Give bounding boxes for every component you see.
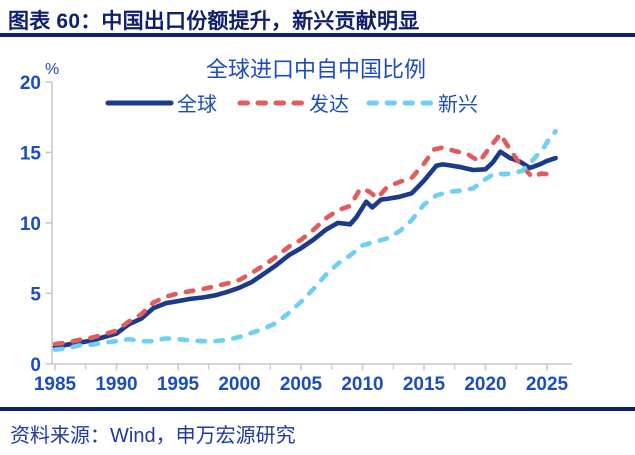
x-tick-label: 2025 xyxy=(526,374,569,395)
x-tick-label: 2015 xyxy=(403,374,446,395)
y-tick-label: 15 xyxy=(20,143,42,164)
legend-label-developed: 发达 xyxy=(309,93,349,116)
y-tick-label: 10 xyxy=(20,214,41,235)
x-tick-label: 1990 xyxy=(95,374,137,395)
plot-lines xyxy=(52,129,558,353)
x-tick-label: 1995 xyxy=(157,374,200,395)
x-tick-label: 1985 xyxy=(34,374,77,395)
source-note: 资料来源：Wind，申万宏源研究 xyxy=(10,425,296,447)
series-line-developed xyxy=(52,131,558,347)
x-tick-label: 2005 xyxy=(280,374,323,395)
chart-title: 全球进口中自中国比例 xyxy=(206,57,426,82)
axes: 0 5 10 15 20 1985 1990 1995 2000 2005 2010 2015 2020… xyxy=(20,73,572,395)
legend-label-global: 全球 xyxy=(177,93,217,116)
figure-title: 图表 60：中国出口份额提升，新兴贡献明显 xyxy=(8,10,420,33)
y-tick-label: 20 xyxy=(20,73,41,94)
legend-label-emerging: 新兴 xyxy=(438,93,478,116)
series-line-emerging xyxy=(52,129,558,353)
x-tick-label: 2000 xyxy=(218,374,260,395)
x-tick-label: 2020 xyxy=(464,374,506,395)
series-line-global xyxy=(52,149,558,350)
x-tick-label: 2010 xyxy=(341,374,383,395)
y-tick-label: 5 xyxy=(30,284,41,305)
y-axis-unit-label: % xyxy=(45,61,59,78)
y-tick-label: 0 xyxy=(30,355,41,376)
header-rule xyxy=(0,33,635,37)
legend: 全球 发达 新兴 xyxy=(105,93,478,116)
footer-rule xyxy=(0,407,635,411)
